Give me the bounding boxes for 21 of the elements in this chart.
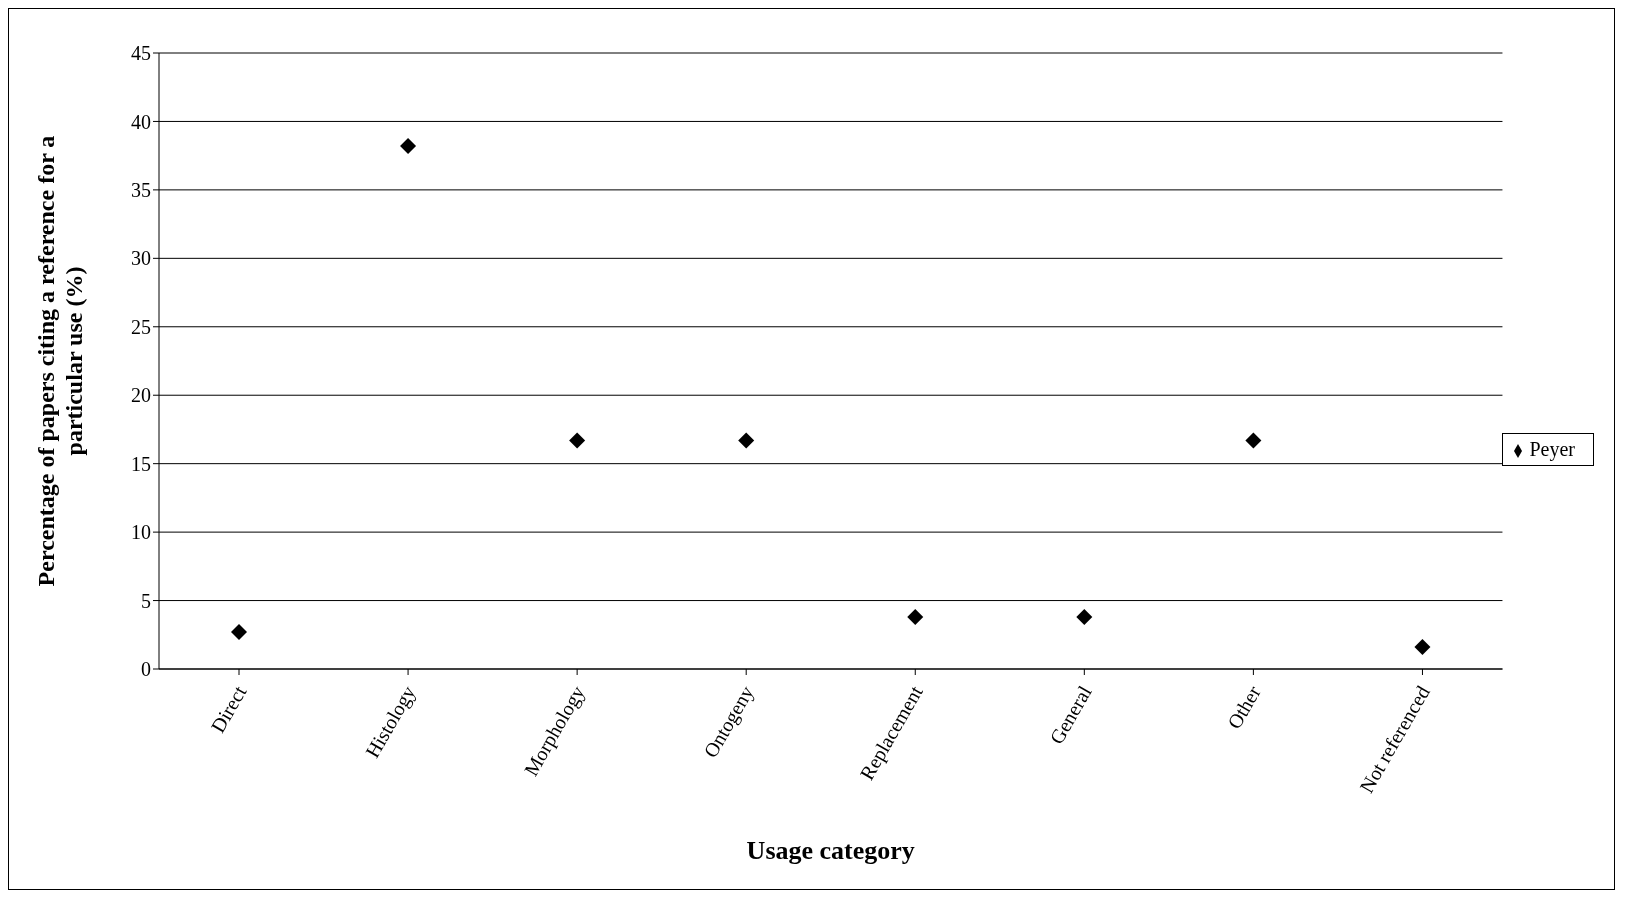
y-tick-label: 35 <box>131 178 151 201</box>
point <box>400 138 417 155</box>
point <box>1245 432 1262 449</box>
point <box>1414 639 1431 656</box>
y-tick-label: 20 <box>131 384 151 407</box>
y-tick-label: 15 <box>131 452 151 475</box>
point <box>738 432 755 449</box>
y-tick-label: 10 <box>131 521 151 544</box>
y-tick-label: 5 <box>141 589 151 612</box>
y-tick-label: 40 <box>131 110 151 133</box>
point <box>231 624 247 641</box>
y-tick-label: 0 <box>141 658 151 681</box>
y-tick-label: 30 <box>131 247 151 270</box>
point <box>907 608 924 625</box>
point <box>1076 608 1093 625</box>
point <box>569 432 586 449</box>
y-tick-label: 25 <box>131 315 151 338</box>
legend-label: Peyer <box>1529 437 1575 460</box>
y-tick-label: 45 <box>131 42 151 65</box>
x-axis-title: Usage category <box>746 836 915 865</box>
y-axis-title: Percentage of papers citing a reference for a particular use (%) <box>33 135 87 587</box>
